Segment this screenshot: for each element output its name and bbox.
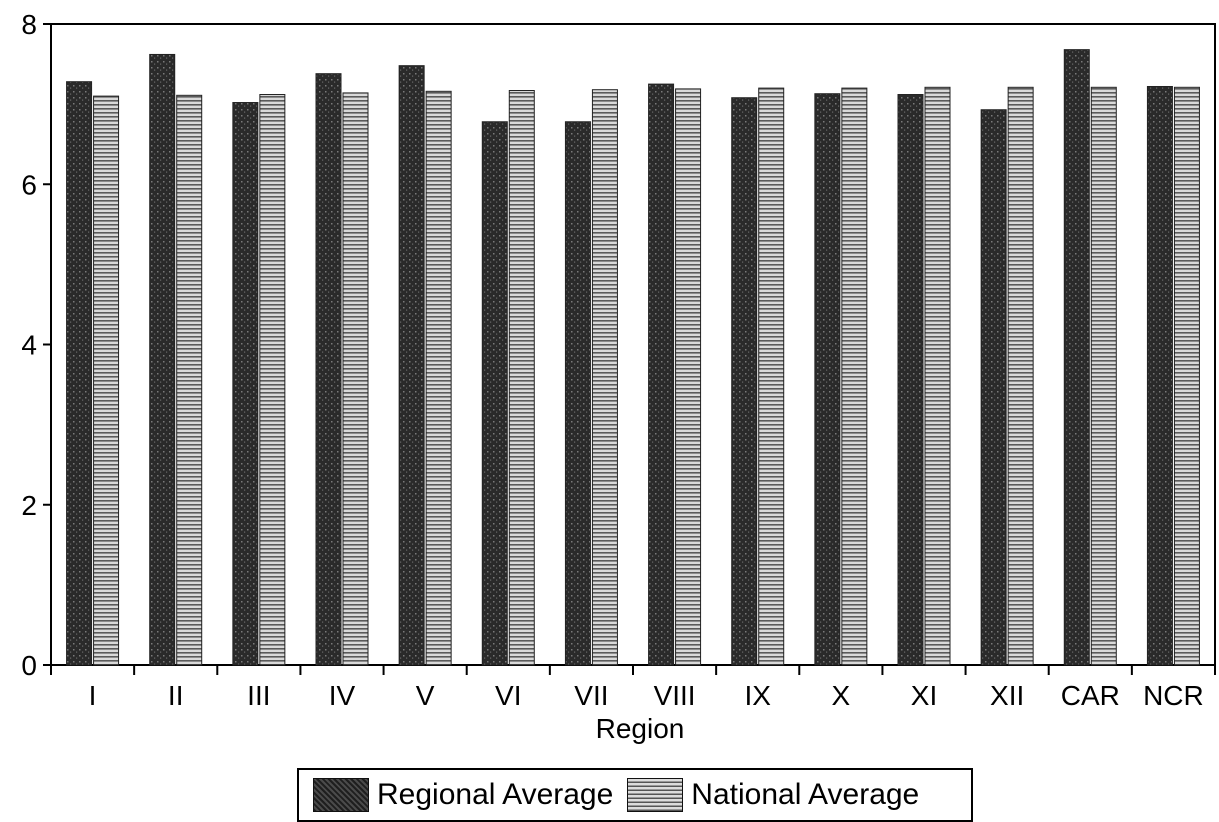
legend-item-regional: Regional Average bbox=[313, 778, 613, 812]
y-axis: 0 2 4 6 8 bbox=[21, 9, 51, 681]
legend-label-national: National Average bbox=[691, 778, 919, 812]
bar-regional-average bbox=[815, 94, 840, 665]
bar-national-average bbox=[1008, 87, 1033, 665]
bar-regional-average bbox=[565, 122, 590, 665]
bar-regional-average bbox=[316, 74, 341, 665]
bars bbox=[67, 50, 1200, 665]
legend-label-regional: Regional Average bbox=[377, 778, 613, 812]
bar-national-average bbox=[592, 90, 617, 665]
bar-regional-average bbox=[482, 122, 507, 665]
x-tick-label: III bbox=[247, 680, 270, 711]
bar-regional-average bbox=[898, 95, 923, 665]
y-tick-label: 0 bbox=[21, 650, 37, 681]
bar-regional-average bbox=[1147, 86, 1172, 665]
bar-national-average bbox=[925, 87, 950, 665]
bar-national-average bbox=[1174, 87, 1199, 665]
legend-swatch-regional bbox=[313, 778, 369, 812]
bar-regional-average bbox=[233, 103, 258, 665]
x-tick-label: II bbox=[168, 680, 184, 711]
x-tick-label: IV bbox=[329, 680, 356, 711]
x-tick-label: CAR bbox=[1061, 680, 1120, 711]
x-tick-label: XII bbox=[990, 680, 1024, 711]
y-tick-label: 4 bbox=[21, 330, 37, 361]
x-axis-title: Region bbox=[596, 713, 685, 744]
bar-regional-average bbox=[67, 82, 92, 665]
bar-national-average bbox=[842, 88, 867, 665]
legend-swatch-national bbox=[627, 778, 683, 812]
x-axis: I II III IV V VI VII VIII IX X XI XII CAR NCR bbox=[51, 665, 1215, 711]
y-tick-label: 2 bbox=[21, 490, 37, 521]
x-tick-label: VI bbox=[495, 680, 521, 711]
y-tick-label: 8 bbox=[21, 9, 37, 40]
x-tick-label: I bbox=[89, 680, 97, 711]
bar-regional-average bbox=[732, 98, 757, 665]
bar-national-average bbox=[509, 91, 534, 665]
bar-national-average bbox=[343, 93, 368, 665]
bar-national-average bbox=[260, 95, 285, 665]
bar-national-average bbox=[177, 95, 202, 665]
x-tick-label: IX bbox=[744, 680, 771, 711]
bar-national-average bbox=[426, 91, 451, 665]
x-tick-label: VII bbox=[574, 680, 608, 711]
x-tick-label: V bbox=[416, 680, 435, 711]
bar-regional-average bbox=[981, 110, 1006, 665]
bar-regional-average bbox=[399, 66, 424, 665]
x-tick-label: XI bbox=[911, 680, 937, 711]
legend-item-national: National Average bbox=[627, 778, 919, 812]
bar-national-average bbox=[759, 88, 784, 665]
x-tick-label: VIII bbox=[654, 680, 696, 711]
bar-national-average bbox=[94, 96, 119, 665]
plot-border bbox=[51, 24, 1215, 665]
bar-national-average bbox=[1091, 87, 1116, 665]
y-tick-label: 6 bbox=[21, 169, 37, 200]
bar-national-average bbox=[676, 89, 701, 665]
bar-regional-average bbox=[150, 54, 175, 665]
x-tick-label: NCR bbox=[1143, 680, 1204, 711]
bar-regional-average bbox=[1064, 50, 1089, 665]
plot-frame bbox=[51, 24, 1215, 665]
x-tick-label: X bbox=[832, 680, 851, 711]
legend: Regional Average National Average bbox=[297, 768, 973, 822]
bar-regional-average bbox=[649, 84, 674, 665]
